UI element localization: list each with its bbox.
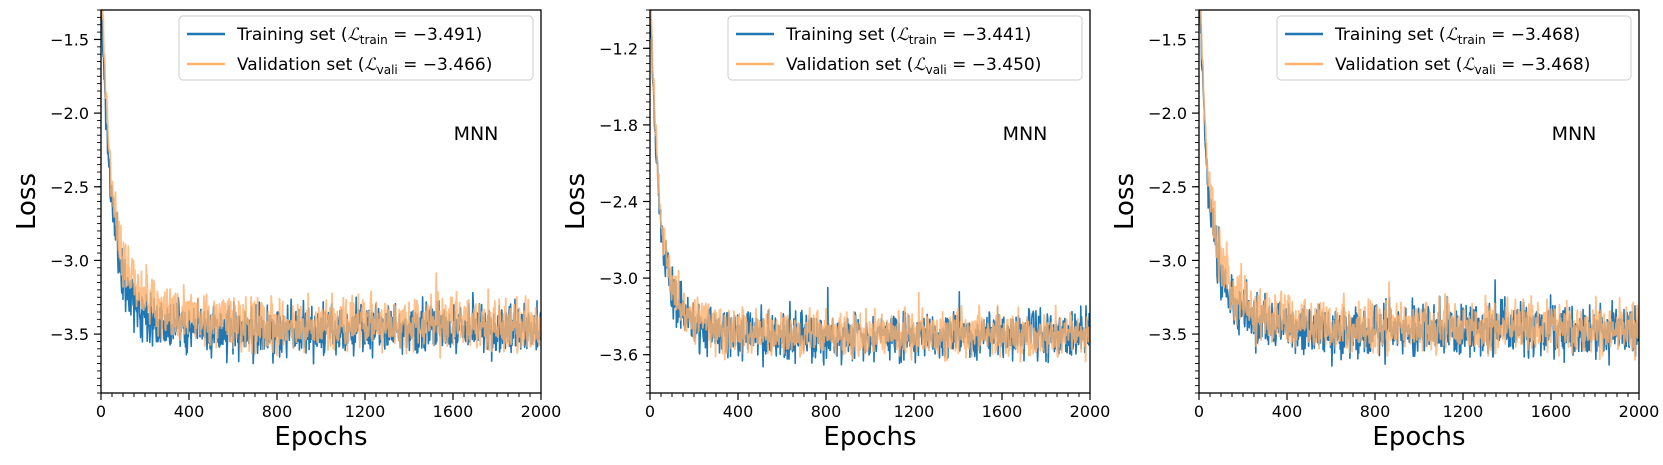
y-tick-label: −3.5 — [50, 325, 89, 344]
x-tick-label: 1600 — [982, 402, 1023, 421]
x-tick-label: 400 — [1272, 402, 1303, 421]
y-tick-label: −3.0 — [1148, 251, 1187, 270]
x-tick-label: 0 — [645, 402, 655, 421]
y-tick-label: −3.6 — [599, 346, 638, 365]
legend-box — [178, 15, 534, 81]
y-tick-label: −1.8 — [599, 116, 638, 135]
y-tick-label: −3.5 — [1148, 325, 1187, 344]
x-tick-label: 2000 — [1619, 402, 1660, 421]
legend: Training set (ℒtrain = −3.468) Validation… — [1276, 15, 1632, 81]
x-tick-label: 0 — [1194, 402, 1204, 421]
model-annotation: MNN — [1552, 123, 1597, 145]
chart-panel-1: 0 400 800 1200 1600 2000 −3.5 −3.0 −2.5 −2.0 −1.5 E… — [12, 9, 562, 452]
legend: Training set (ℒtrain = −3.441) Validation… — [727, 15, 1083, 81]
legend-label-validation: Validation set (ℒvali = −3.466) — [237, 55, 492, 77]
y-tick-label: −1.5 — [1148, 30, 1187, 49]
y-tick-label: −3.0 — [50, 251, 89, 270]
y-tick-label: −2.4 — [599, 193, 638, 212]
chart-panel-2: 0 400 800 1200 1600 2000 −3.6 −3.0 −2.4 −1.8 −1.2 E… — [561, 9, 1111, 452]
y-tick-label: −2.5 — [50, 178, 89, 197]
y-tick-label: −2.5 — [1148, 178, 1187, 197]
x-tick-label: 2000 — [1070, 402, 1111, 421]
x-tick-label: 400 — [174, 402, 205, 421]
series-line-validation — [1199, 10, 1639, 361]
x-tick-label: 1600 — [433, 402, 474, 421]
x-tick-label: 800 — [811, 402, 842, 421]
y-axis-label: Loss — [12, 173, 42, 230]
y-axis-label: Loss — [1110, 173, 1140, 230]
x-tick-label: 1200 — [894, 402, 935, 421]
legend-label-training: Training set (ℒtrain = −3.468) — [1334, 25, 1580, 47]
x-axis-label: Epochs — [823, 422, 916, 452]
y-tick-label: −2.0 — [50, 104, 89, 123]
legend-box — [1276, 15, 1632, 81]
x-tick-label: 2000 — [521, 402, 562, 421]
legend-label-training: Training set (ℒtrain = −3.491) — [236, 25, 482, 47]
legend-box — [727, 15, 1083, 81]
x-tick-label: 800 — [1360, 402, 1391, 421]
model-annotation: MNN — [1003, 123, 1048, 145]
series-line-validation — [650, 10, 1090, 363]
y-axis-label: Loss — [561, 173, 591, 230]
y-tick-label: −2.0 — [1148, 104, 1187, 123]
y-tick-label: −3.0 — [599, 269, 638, 288]
chart-panel-3: 0 400 800 1200 1600 2000 −3.5 −3.0 −2.5 −2.0 −1.5 E… — [1110, 9, 1660, 452]
x-tick-label: 0 — [96, 402, 106, 421]
x-tick-label: 1600 — [1531, 402, 1572, 421]
x-tick-label: 1200 — [345, 402, 386, 421]
legend-label-validation: Validation set (ℒvali = −3.450) — [786, 55, 1041, 77]
series-line-validation — [101, 10, 541, 359]
y-tick-label: −1.5 — [50, 30, 89, 49]
legend-label-training: Training set (ℒtrain = −3.441) — [785, 25, 1031, 47]
x-tick-label: 1200 — [1443, 402, 1484, 421]
legend: Training set (ℒtrain = −3.491) Validation… — [178, 15, 534, 81]
legend-label-validation: Validation set (ℒvali = −3.468) — [1335, 55, 1590, 77]
y-tick-label: −1.2 — [599, 39, 638, 58]
x-axis-label: Epochs — [274, 422, 367, 452]
x-tick-label: 800 — [262, 402, 293, 421]
x-axis-label: Epochs — [1372, 422, 1465, 452]
x-tick-label: 400 — [723, 402, 754, 421]
model-annotation: MNN — [454, 123, 499, 145]
